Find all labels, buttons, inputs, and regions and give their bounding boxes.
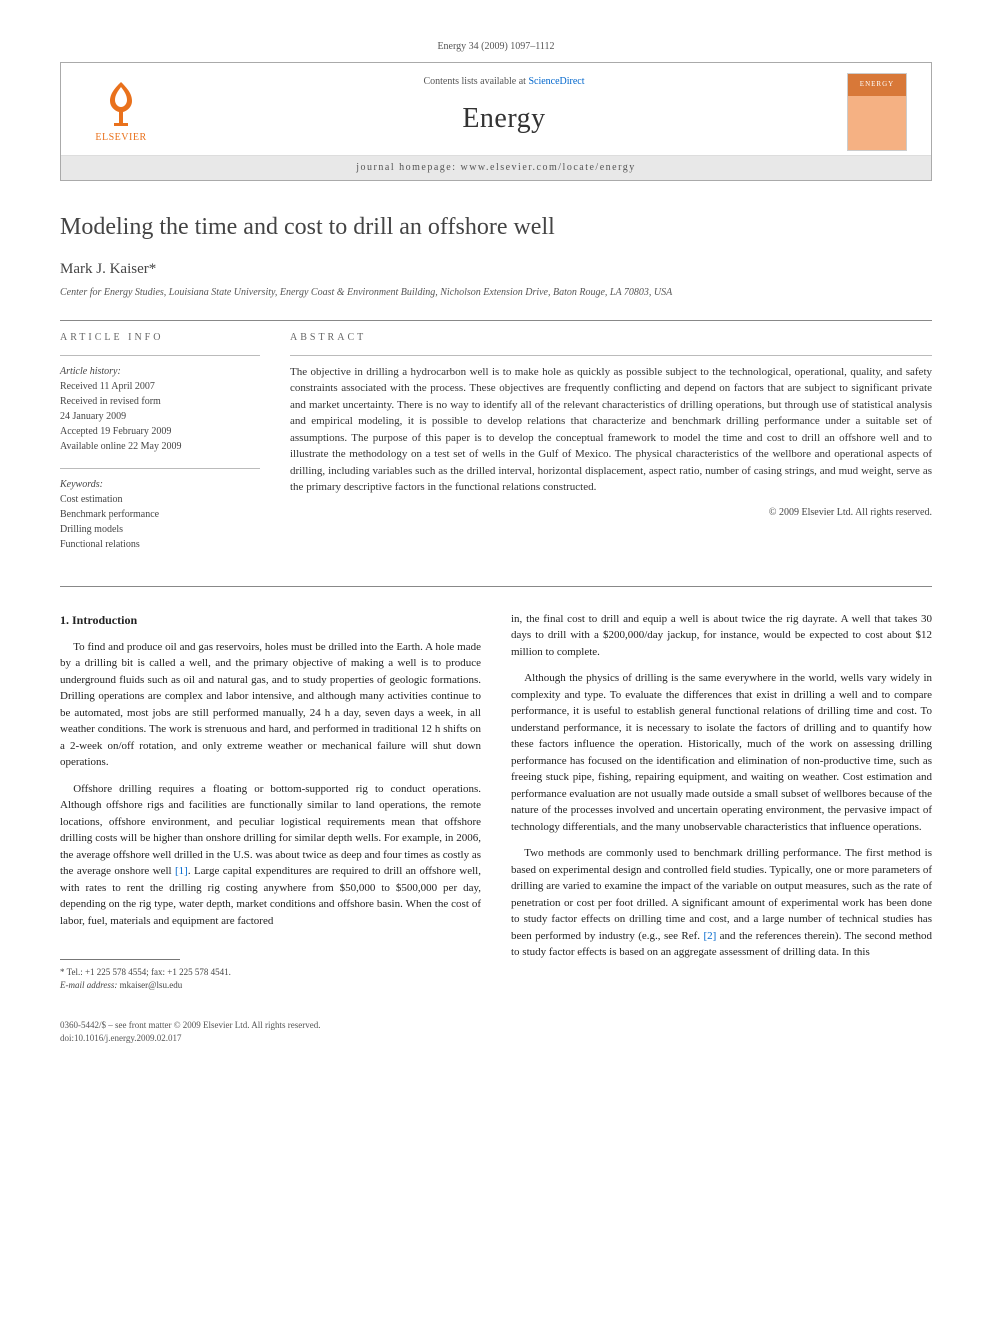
footnote-contact: * Tel.: +1 225 578 4554; fax: +1 225 578… xyxy=(60,966,481,979)
keywords-block: Keywords: Cost estimation Benchmark perf… xyxy=(60,468,260,552)
email-label: E-mail address: xyxy=(60,980,117,990)
keyword: Benchmark performance xyxy=(60,507,260,522)
history-line: Received in revised form xyxy=(60,394,260,409)
abstract-copyright: © 2009 Elsevier Ltd. All rights reserved… xyxy=(290,506,932,520)
journal-homepage-line: journal homepage: www.elsevier.com/locat… xyxy=(61,155,931,180)
front-matter-line: 0360-5442/$ – see front matter © 2009 El… xyxy=(60,1019,932,1032)
article-history-block: Article history: Received 11 April 2007 … xyxy=(60,355,260,454)
body-paragraph: Offshore drilling requires a floating or… xyxy=(60,781,481,930)
history-line: Accepted 19 February 2009 xyxy=(60,424,260,439)
history-line: Available online 22 May 2009 xyxy=(60,439,260,454)
section-heading-introduction: 1. Introduction xyxy=(60,611,481,629)
contents-prefix: Contents lists available at xyxy=(423,76,528,87)
elsevier-tree-icon xyxy=(96,79,146,129)
cover-thumb-label: ENERGY xyxy=(848,74,906,96)
body-paragraph: Although the physics of drilling is the … xyxy=(511,670,932,835)
citation-line: Energy 34 (2009) 1097–1112 xyxy=(60,40,932,54)
keyword: Cost estimation xyxy=(60,492,260,507)
article-info-column: ARTICLE INFO Article history: Received 1… xyxy=(60,331,260,566)
corresponding-author-footnote: * Tel.: +1 225 578 4554; fax: +1 225 578… xyxy=(60,966,481,991)
reference-link[interactable]: [1] xyxy=(175,865,188,877)
history-label: Article history: xyxy=(60,364,260,379)
abstract-label: ABSTRACT xyxy=(290,331,932,345)
author-email[interactable]: mkaiser@lsu.edu xyxy=(120,980,183,990)
body-text: Offshore drilling requires a floating or… xyxy=(60,783,481,878)
body-paragraph: To find and produce oil and gas reservoi… xyxy=(60,639,481,771)
keywords-label: Keywords: xyxy=(60,477,260,492)
body-paragraph: Two methods are commonly used to benchma… xyxy=(511,845,932,961)
doi-line: doi:10.1016/j.energy.2009.02.017 xyxy=(60,1032,932,1045)
divider xyxy=(60,586,932,587)
sciencedirect-link[interactable]: ScienceDirect xyxy=(528,76,584,87)
journal-header: ELSEVIER Contents lists available at Sci… xyxy=(60,62,932,181)
header-top-row: ELSEVIER Contents lists available at Sci… xyxy=(61,63,931,155)
abstract-text: The objective in drilling a hydrocarbon … xyxy=(290,355,932,496)
page-footer-meta: 0360-5442/$ – see front matter © 2009 El… xyxy=(60,1019,932,1044)
reference-link[interactable]: [2] xyxy=(703,930,716,942)
header-center: Contents lists available at ScienceDirec… xyxy=(161,75,847,148)
divider xyxy=(60,320,932,321)
publisher-name: ELSEVIER xyxy=(95,131,146,145)
history-line: Received 11 April 2007 xyxy=(60,379,260,394)
journal-name: Energy xyxy=(161,99,847,138)
body-columns: 1. Introduction To find and produce oil … xyxy=(60,611,932,992)
article-title: Modeling the time and cost to drill an o… xyxy=(60,211,932,245)
article-author: Mark J. Kaiser* xyxy=(60,259,932,280)
keyword: Drilling models xyxy=(60,522,260,537)
homepage-url: www.elsevier.com/locate/energy xyxy=(460,162,635,173)
footnote-separator xyxy=(60,959,180,960)
info-abstract-row: ARTICLE INFO Article history: Received 1… xyxy=(60,331,932,566)
abstract-column: ABSTRACT The objective in drilling a hyd… xyxy=(290,331,932,566)
publisher-logo-block: ELSEVIER xyxy=(81,79,161,145)
footnote-block: * Tel.: +1 225 578 4554; fax: +1 225 578… xyxy=(60,959,481,991)
article-info-label: ARTICLE INFO xyxy=(60,331,260,345)
journal-cover-thumb: ENERGY xyxy=(847,73,907,151)
homepage-label: journal homepage: xyxy=(356,162,460,173)
keyword: Functional relations xyxy=(60,537,260,552)
body-paragraph: in, the final cost to drill and equip a … xyxy=(511,611,932,661)
article-affiliation: Center for Energy Studies, Louisiana Sta… xyxy=(60,286,932,300)
history-line: 24 January 2009 xyxy=(60,409,260,424)
body-text: Two methods are commonly used to benchma… xyxy=(511,847,932,942)
contents-available-line: Contents lists available at ScienceDirec… xyxy=(161,75,847,89)
